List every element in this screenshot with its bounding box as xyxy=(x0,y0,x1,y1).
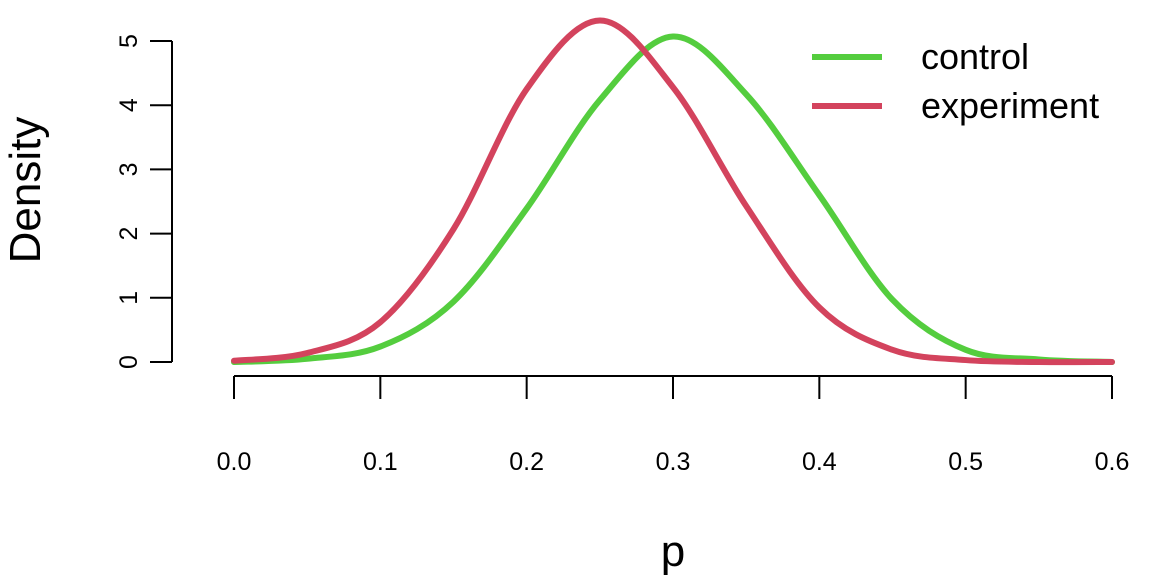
y-tick-label: 4 xyxy=(115,98,143,112)
legend-label-control: control xyxy=(921,36,1029,77)
x-tick-label: 0.5 xyxy=(948,448,983,476)
y-tick-label: 0 xyxy=(115,355,143,369)
x-axis-title: p xyxy=(661,527,685,576)
x-tick-label: 0.0 xyxy=(217,448,252,476)
y-tick-label: 5 xyxy=(115,34,143,48)
x-tick-label: 0.3 xyxy=(656,448,691,476)
series-lines xyxy=(231,17,1115,366)
legend-label-experiment: experiment xyxy=(921,85,1099,126)
y-axis-title: Density xyxy=(1,117,50,264)
x-tick-label: 0.6 xyxy=(1095,448,1130,476)
x-tick-label: 0.1 xyxy=(363,448,398,476)
y-tick-label: 3 xyxy=(115,162,143,176)
legend: control experiment xyxy=(812,36,1099,126)
y-axis-ticks: 0 1 2 3 4 5 xyxy=(115,34,172,369)
x-tick-label: 0.4 xyxy=(802,448,837,476)
series-line-experiment xyxy=(231,17,1115,366)
x-axis-ticks: 0.0 0.1 0.2 0.3 0.4 0.5 0.6 xyxy=(217,376,1130,476)
x-tick-label: 0.2 xyxy=(509,448,544,476)
series-line-control xyxy=(231,33,1115,365)
y-tick-label: 1 xyxy=(115,291,143,305)
y-tick-label: 2 xyxy=(115,227,143,241)
